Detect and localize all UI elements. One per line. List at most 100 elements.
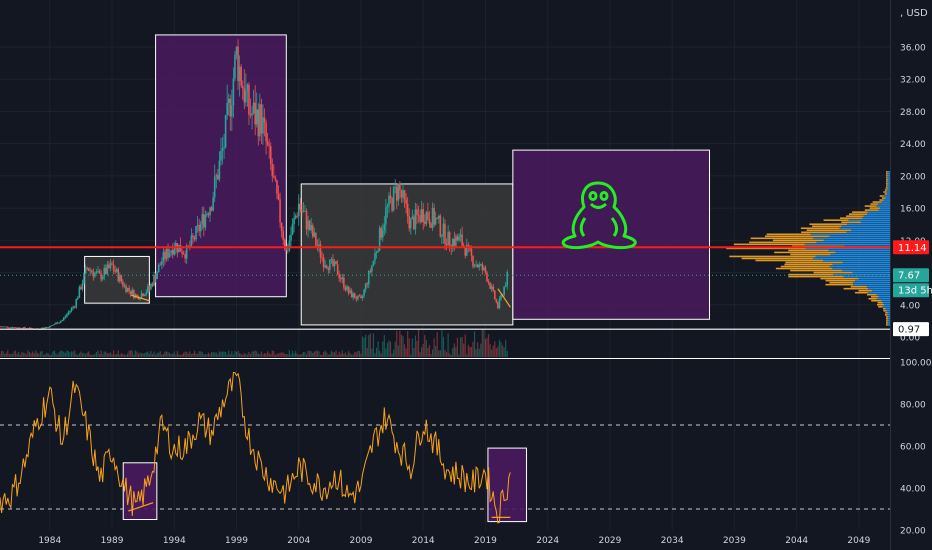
profile-bar-buy <box>887 175 890 177</box>
volume-bar <box>195 353 197 357</box>
profile-bar-buy <box>887 314 890 316</box>
candle-body <box>462 245 465 247</box>
candle-body <box>129 290 132 295</box>
profile-bar-sell <box>750 237 814 240</box>
candle-body <box>481 264 484 271</box>
volume-bar <box>330 350 333 357</box>
volume-bar <box>229 354 231 357</box>
rsi-box[interactable] <box>122 462 158 520</box>
candle-body <box>352 293 354 298</box>
volume-bar <box>463 343 465 357</box>
purple-box[interactable] <box>155 34 287 298</box>
volume-bar <box>190 354 192 357</box>
volume-bar <box>60 350 62 357</box>
volume-bar <box>91 354 93 357</box>
candle-body <box>493 290 496 300</box>
volume-bar <box>424 335 426 357</box>
candle-body <box>400 190 403 198</box>
profile-bar-buy <box>887 322 890 324</box>
volume-bar <box>22 352 24 357</box>
candle-body <box>8 327 11 329</box>
grey-box[interactable] <box>84 255 150 304</box>
volume-bar <box>467 345 469 357</box>
candle-body <box>489 282 491 289</box>
profile-bar-buy <box>878 209 890 211</box>
volume-bar <box>44 354 46 357</box>
trendlines[interactable] <box>130 288 511 308</box>
candle-body <box>70 307 73 311</box>
volume-bar <box>316 350 319 357</box>
volume-bar <box>207 352 210 357</box>
profile-bar-sell <box>790 269 843 272</box>
volume-bar <box>125 354 127 357</box>
volume-bar <box>354 351 356 357</box>
profile-bar-sell <box>764 235 830 238</box>
profile-bar-sell <box>733 243 805 246</box>
volume-bar <box>494 341 496 357</box>
candle-body <box>287 250 289 251</box>
profile-bar-sell <box>885 187 888 189</box>
profile-bar-sell <box>886 316 889 318</box>
candle-body <box>325 265 328 269</box>
candle-body <box>475 264 477 266</box>
volume-bar <box>226 354 228 357</box>
candle-body <box>10 327 12 329</box>
candle-body <box>154 275 157 280</box>
candle-body <box>220 150 222 161</box>
candle-body <box>321 257 323 259</box>
volume-bar <box>67 351 70 357</box>
volume-bar <box>352 354 354 357</box>
volume-bar <box>92 354 94 357</box>
profile-bar-buy <box>882 305 890 308</box>
volume-bar <box>421 347 423 357</box>
candle-body <box>105 267 107 274</box>
volume-bar <box>168 352 171 357</box>
volume-bar <box>447 333 449 357</box>
candle-body <box>361 295 364 299</box>
support-price-label-bg <box>893 322 929 337</box>
profile-bar-sell <box>886 322 888 324</box>
volume-bar <box>147 351 149 357</box>
volume-bar <box>81 353 84 357</box>
profile-bar-sell <box>879 199 884 201</box>
volume-bar <box>78 353 80 357</box>
candle-body <box>367 271 370 285</box>
profile-bar-buy <box>810 233 890 236</box>
profile-bar-sell <box>870 295 879 298</box>
profile-bar-sell <box>788 275 844 278</box>
profile-bar-buy <box>881 299 890 302</box>
profile-bar-sell <box>883 310 887 312</box>
profile-bar-buy <box>881 201 890 203</box>
volume-bar <box>165 351 168 357</box>
volume-bar <box>161 354 163 357</box>
currency-label[interactable]: , USD <box>900 8 928 19</box>
profile-bar-sell <box>741 257 813 260</box>
candle-body <box>357 295 359 300</box>
candle-body <box>288 240 291 251</box>
volume-bar <box>148 353 150 357</box>
candle-body <box>472 255 474 267</box>
volume-bar <box>310 351 312 357</box>
purple-box[interactable] <box>512 149 711 320</box>
time-tick-label: 1994 <box>163 536 186 546</box>
volume-bar <box>304 352 306 357</box>
volume-bar <box>41 351 43 357</box>
volume-bar <box>293 353 295 357</box>
candle-body <box>227 98 230 104</box>
volume-bar <box>58 352 60 357</box>
candle-body <box>56 322 59 324</box>
profile-bar-sell <box>884 193 888 195</box>
candle-body <box>414 209 417 230</box>
time-axis[interactable]: 1984 1989 1994 1999 2004 2009 2014 2019 2024 2029… <box>38 536 870 546</box>
candle-body <box>375 252 378 254</box>
candle-body <box>392 187 395 211</box>
profile-bar-buy <box>886 191 890 193</box>
volume-bar <box>305 354 308 357</box>
horizontal-lines[interactable] <box>0 246 890 330</box>
candle-body <box>383 224 386 231</box>
rsi-box[interactable] <box>487 447 528 523</box>
profile-bar-sell <box>823 219 849 221</box>
trendline[interactable] <box>497 288 511 308</box>
trendline[interactable] <box>130 294 150 302</box>
